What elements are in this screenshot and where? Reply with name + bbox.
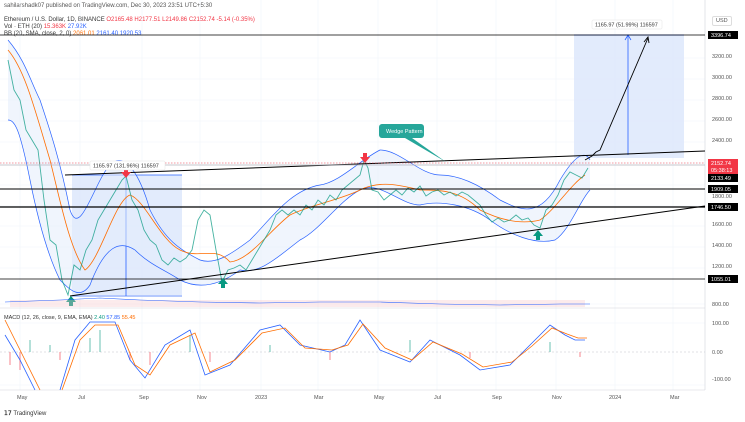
bb-basis-line (7, 49, 586, 271)
volume-bars (10, 300, 585, 307)
ohlc-high: H2177.51 (134, 17, 161, 23)
svg-text:3396.74: 3396.74 (711, 33, 731, 39)
volume-title[interactable]: Vol · ETH (20) (4, 24, 43, 30)
svg-text:2800.00: 2800.00 (712, 96, 732, 102)
macd-title[interactable]: MACD (12, 26, close, 9, EMA, EMA) (4, 315, 93, 321)
svg-text:1165.97 (131.96%) 116597: 1165.97 (131.96%) 116597 (93, 164, 159, 170)
svg-text:Wedge Pattern: Wedge Pattern (386, 129, 423, 135)
volume-value: 15.363K (43, 24, 67, 30)
bb-upper: 2161.40 (96, 31, 119, 37)
time-tick: Mar (314, 395, 324, 401)
price-axis[interactable]: 3200.00 3000.00 2800.00 2600.00 2400.00 … (712, 54, 732, 383)
published-by: sahilarshadk07 published on TradingView.… (4, 3, 213, 9)
bb-upper-line (7, 39, 591, 262)
svg-text:1600.00: 1600.00 (712, 222, 732, 228)
tv-logo-icon: 𝟣𝟩 (4, 411, 14, 417)
ohlc-close: C2152.74 (188, 17, 215, 23)
projection-arrow[interactable] (584, 37, 649, 161)
svg-text:2133.49: 2133.49 (711, 176, 731, 182)
svg-text:05:38:13: 05:38:13 (711, 168, 732, 174)
time-tick: 2024 (609, 395, 622, 401)
measure-label-right: 1165.97 (51.99%) 116597 (591, 19, 663, 30)
volume-legend: Vol · ETH (20) 15.363K 27.92K (4, 24, 87, 30)
svg-text:0.00: 0.00 (712, 350, 723, 356)
time-tick: May (17, 395, 28, 401)
arrow-down-red-1 (121, 172, 131, 178)
svg-text:1746.50: 1746.50 (711, 205, 731, 211)
symbol-legend: Ethereum / U.S. Dollar, 1D, BINANCE O216… (4, 17, 255, 23)
bb-basis: 2061.01 (73, 31, 95, 37)
svg-text:1800.00: 1800.00 (712, 194, 732, 200)
signal-line (4, 319, 587, 391)
macd-signal-value: 55.45 (121, 315, 136, 321)
time-tick: Sep (139, 395, 149, 401)
wedge-pattern-callout[interactable]: Wedge Pattern (379, 124, 446, 162)
svg-text:3000.00: 3000.00 (712, 75, 732, 81)
arrow-down-red-2 (360, 157, 370, 163)
wedge-lower-trendline[interactable] (69, 205, 706, 297)
time-tick: Mar (670, 395, 680, 401)
svg-text:1200.00: 1200.00 (712, 264, 732, 270)
svg-text:1400.00: 1400.00 (712, 243, 732, 249)
measure-box-right[interactable] (574, 35, 684, 158)
macd-legend: MACD (12, 26, close, 9, EMA, EMA) 2.40 5… (4, 315, 135, 321)
svg-text:800.00: 800.00 (712, 302, 729, 308)
macd-value: 57.85 (106, 315, 121, 321)
tradingview-logo[interactable]: 𝟣𝟩 TradingView (4, 411, 47, 417)
tag-1746: 1746.50 (708, 203, 738, 211)
bb-legend: BB (20, SMA, close, 2, 0) 2061.01 2161.4… (4, 31, 141, 37)
macd-line (4, 319, 585, 391)
time-tick: Nov (552, 395, 562, 401)
svg-text:1055.01: 1055.01 (711, 277, 731, 283)
ohlc-change: -5.14 (-0.35%) (216, 17, 255, 23)
time-tick: Sep (492, 395, 502, 401)
symbol-title[interactable]: Ethereum / U.S. Dollar, 1D, BINANCE (4, 17, 105, 23)
macd-hist-value: 2.40 (94, 315, 105, 321)
time-tick: Jul (434, 395, 442, 401)
measure-label-left: 1165.97 (131.96%) 116597 (89, 160, 166, 171)
svg-text:100.00: 100.00 (712, 321, 729, 327)
ohlc-open: O2165.48 (106, 17, 133, 23)
tag-2133: 2133.49 (708, 174, 738, 182)
tag-1909: 1909.05 (708, 185, 738, 193)
volume-ma-value: 27.92K (67, 24, 87, 30)
ohlc-low: L2149.86 (162, 17, 188, 23)
time-tick: May (374, 395, 385, 401)
arrow-up-green-3 (533, 230, 543, 236)
svg-text:1165.97 (51.99%) 116597: 1165.97 (51.99%) 116597 (595, 23, 658, 29)
tag-1055: 1055.01 (708, 275, 738, 283)
arrow-up-green-1 (66, 296, 76, 302)
svg-text:2400.00: 2400.00 (712, 138, 732, 144)
arrow-up-green-2 (218, 278, 228, 284)
svg-text:3200.00: 3200.00 (712, 54, 732, 60)
bb-title[interactable]: BB (20, SMA, close, 2, 0) (4, 31, 72, 37)
svg-text:1909.05: 1909.05 (711, 187, 731, 193)
svg-text:2600.00: 2600.00 (712, 117, 732, 123)
time-tick: Nov (197, 395, 207, 401)
bb-lower: 1920.53 (119, 31, 142, 37)
svg-text:-100.00: -100.00 (712, 377, 731, 383)
svg-text:2152.74: 2152.74 (711, 161, 731, 167)
time-tick: Jul (78, 395, 86, 401)
tag-3396: 3396.74 (708, 31, 738, 39)
time-tick: 2023 (255, 395, 268, 401)
currency-label[interactable]: USD (712, 16, 732, 26)
